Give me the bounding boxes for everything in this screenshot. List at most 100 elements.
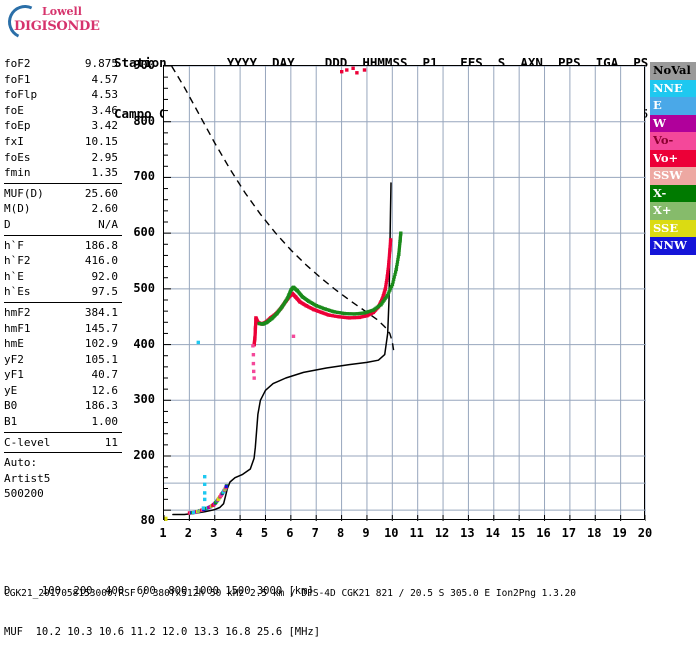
y-tick-500: 500 bbox=[133, 280, 155, 295]
param-key: foF1 bbox=[4, 72, 31, 86]
x-axis-ticks bbox=[164, 515, 646, 521]
param-row-clevel: C-level 11 bbox=[4, 435, 122, 451]
x-tick-9: 9 bbox=[362, 526, 370, 540]
param-row-hf: h`F 186.8 bbox=[4, 238, 122, 254]
param-key: B1 bbox=[4, 415, 18, 429]
param-key: h`Es bbox=[4, 285, 31, 299]
x-tick-5: 5 bbox=[260, 526, 269, 540]
param-row-yf2: yF2 105.1 bbox=[4, 352, 122, 368]
series-muf-dashed-curve bbox=[170, 66, 395, 351]
param-row-fof1: foF1 4.57 bbox=[4, 72, 122, 88]
param-note: 500200 bbox=[4, 487, 44, 501]
param-divider bbox=[4, 234, 122, 236]
logo-line2: DIGISONDE bbox=[14, 19, 100, 34]
param-key: foF2 bbox=[4, 57, 31, 70]
series-es-spread-echoes-cyan-nne- bbox=[196, 340, 207, 510]
param-key: fmin bbox=[4, 166, 31, 180]
param-divider bbox=[4, 182, 122, 184]
legend-item-nne[interactable]: NNE bbox=[650, 79, 696, 97]
param-row-b1: B1 1.00 bbox=[4, 414, 122, 430]
param-row-ye: yE 12.6 bbox=[4, 383, 122, 399]
param-row-hf2: h`F2 416.0 bbox=[4, 253, 122, 269]
param-key: hmE bbox=[4, 337, 24, 351]
lowell-digisonde-logo: Lowell DIGISONDE bbox=[3, 0, 100, 44]
legend-item-sse[interactable]: SSE bbox=[650, 219, 696, 237]
legend-item-w[interactable]: W bbox=[650, 114, 696, 132]
param-row-foe: foE 3.46 bbox=[4, 103, 122, 119]
param-note: Artist5 bbox=[4, 471, 51, 485]
x-tick-18: 18 bbox=[587, 526, 602, 540]
param-row-foep: foEp 3.42 bbox=[4, 118, 122, 134]
param-value: 97.5 bbox=[91, 285, 119, 299]
param-row-hmf1: hmF1 145.7 bbox=[4, 321, 122, 337]
param-value: 4.57 bbox=[91, 72, 119, 86]
series-vo-red-f-trace bbox=[252, 238, 393, 347]
param-key: D bbox=[4, 217, 11, 231]
param-value: 2.95 bbox=[91, 150, 119, 164]
param-value: 4.53 bbox=[91, 88, 119, 102]
x-tick-11: 11 bbox=[409, 526, 424, 540]
param-value: 25.60 bbox=[84, 186, 118, 200]
param-value: 186.8 bbox=[84, 238, 118, 252]
param-value: 10.15 bbox=[84, 134, 118, 148]
param-divider bbox=[4, 431, 122, 433]
param-key: h`F2 bbox=[4, 254, 31, 268]
legend-item-ssw[interactable]: SSW bbox=[650, 167, 696, 185]
footer-file-info: CGK21_2017058153000.RSF / 380fx512h 50 k… bbox=[4, 588, 576, 599]
x-tick-20: 20 bbox=[637, 526, 653, 540]
param-divider bbox=[4, 452, 122, 454]
param-key: foFlp bbox=[4, 88, 38, 102]
legend-item-x[interactable]: X+ bbox=[650, 202, 696, 220]
param-divider bbox=[4, 301, 122, 303]
param-value: 2.60 bbox=[91, 202, 119, 216]
param-key: MUF(D) bbox=[4, 186, 44, 200]
footer-distance-muf-table: D 100 200 400 600 800 1000 1500 3000 [km… bbox=[4, 558, 320, 653]
ionogram-plot-area[interactable] bbox=[163, 65, 646, 521]
x-tick-8: 8 bbox=[336, 526, 345, 540]
x-tick-7: 7 bbox=[311, 526, 319, 540]
series-e-region-echoes-mixed-colors- bbox=[187, 484, 229, 515]
x-tick-16: 16 bbox=[536, 526, 551, 540]
param-row-hmf2: hmF2 384.1 bbox=[4, 305, 122, 321]
footer-row-distance: D 100 200 400 600 800 1000 1500 3000 [km… bbox=[4, 585, 314, 597]
param-key: hmF2 bbox=[4, 305, 31, 319]
param-value: 186.3 bbox=[84, 399, 118, 413]
param-row-b0: B0 186.3 bbox=[4, 398, 122, 414]
legend-item-noval[interactable]: NoVal bbox=[650, 62, 696, 80]
param-row-md: M(D) 2.60 bbox=[4, 201, 122, 217]
param-row-hes: h`Es 97.5 bbox=[4, 284, 122, 300]
legend-item-vo[interactable]: Vo- bbox=[650, 132, 696, 150]
param-value: 102.9 bbox=[84, 337, 118, 351]
param-value: 3.42 bbox=[91, 119, 119, 133]
param-value: 11 bbox=[104, 435, 118, 449]
x-tick-15: 15 bbox=[510, 526, 526, 540]
x-tick-2: 2 bbox=[184, 526, 192, 540]
param-row-d: D N/A bbox=[4, 217, 122, 233]
y-tick-600: 600 bbox=[133, 225, 155, 240]
series-black-ordinary-echo-profile-scaled-h-f-profile- bbox=[172, 182, 392, 516]
x-tick-14: 14 bbox=[485, 526, 500, 540]
param-row-hme: hmE 102.9 bbox=[4, 336, 122, 352]
param-key: B0 bbox=[4, 399, 18, 413]
param-row-fof2: foF2 9.875 bbox=[4, 56, 122, 72]
param-value: 1.35 bbox=[91, 166, 119, 180]
param-row-fmin: fmin 1.35 bbox=[4, 165, 122, 181]
logo-line1: Lowell bbox=[42, 5, 82, 18]
param-value: 12.6 bbox=[91, 383, 119, 397]
legend-item-e[interactable]: E bbox=[650, 97, 696, 115]
param-note: Auto: bbox=[4, 456, 38, 470]
series-x-green-f-trace bbox=[257, 231, 403, 326]
param-value: N/A bbox=[98, 217, 118, 231]
grid-lines bbox=[164, 66, 646, 521]
param-row-he: h`E 92.0 bbox=[4, 269, 122, 285]
param-key: foEp bbox=[4, 119, 31, 133]
legend-item-vo[interactable]: Vo+ bbox=[650, 149, 696, 167]
legend-item-x[interactable]: X- bbox=[650, 184, 696, 202]
param-value: 105.1 bbox=[84, 352, 118, 366]
legend-item-nnw[interactable]: NNW bbox=[650, 237, 696, 255]
ionogram-canvas[interactable] bbox=[164, 66, 646, 521]
param-value: 1.00 bbox=[91, 415, 119, 429]
y-tick-800: 800 bbox=[133, 113, 155, 128]
param-value: 9.875 bbox=[84, 57, 118, 70]
param-key: yF2 bbox=[4, 352, 24, 366]
